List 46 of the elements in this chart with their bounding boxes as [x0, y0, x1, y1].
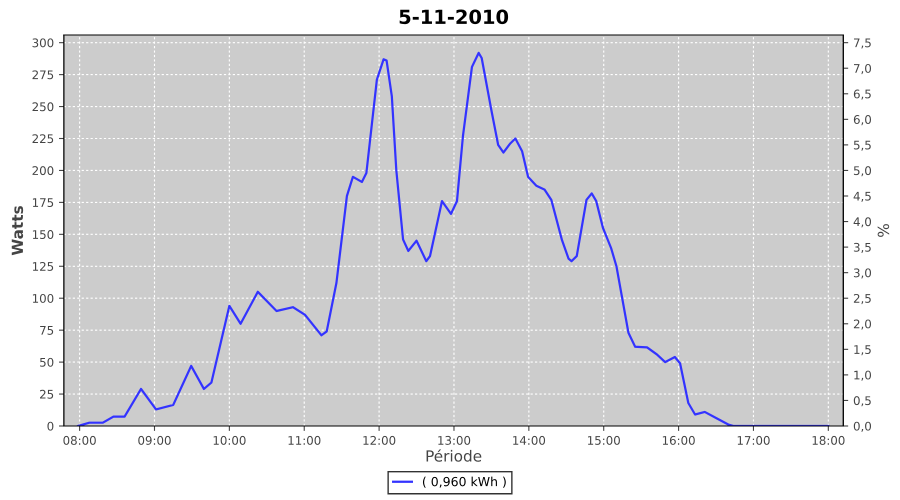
y-tick-label: 175 [32, 198, 54, 208]
y-tick-label: 150 [32, 230, 54, 239]
y-tick-label: 25 [40, 390, 54, 399]
y-tick-label: 75 [40, 326, 54, 335]
y-tick-label: 275 [32, 70, 54, 80]
y2-tick-label: 3,0 [854, 268, 872, 279]
x-tick-label: 12:00 [363, 436, 396, 445]
x-tick-label: 18:00 [812, 436, 845, 445]
y-tick-label: 0 [47, 422, 54, 431]
x-axis-title: Période [426, 449, 482, 462]
legend-label: ( 0,960 kWh ) [422, 476, 506, 488]
y-tick-label: 50 [40, 358, 54, 367]
y-tick-label: 250 [32, 102, 54, 112]
y-tick-label: 100 [32, 294, 54, 303]
x-tick-label: 17:00 [738, 436, 770, 445]
y2-tick-label: 4,5 [854, 192, 871, 202]
x-tick-label: 15:00 [588, 436, 620, 445]
x-tick-label: 14:00 [513, 436, 546, 445]
y2-tick-label: 1,5 [854, 345, 871, 356]
y2-tick-label: 0,5 [854, 396, 871, 406]
x-tick-label: 09:00 [138, 436, 171, 445]
y2-axis-title: % [878, 224, 890, 237]
y-tick-label: 200 [32, 166, 54, 176]
y2-tick-label: 6,0 [854, 115, 872, 126]
x-tick-label: 10:00 [214, 436, 246, 445]
x-tick-label: 08:00 [63, 436, 96, 445]
y2-tick-label: 2,0 [854, 320, 872, 330]
y2-tick-label: 7,0 [854, 64, 872, 74]
y2-tick-label: 3,5 [854, 242, 871, 253]
chart-title: 5-11-2010 [400, 9, 508, 24]
y2-tick-label: 5,5 [854, 140, 871, 151]
y2-tick-label: 2,5 [854, 294, 871, 304]
y-tick-label: 300 [32, 38, 54, 48]
y-axis-title: Watts [12, 206, 24, 256]
y2-tick-label: 4,0 [854, 217, 872, 228]
y-tick-label: 125 [32, 262, 54, 271]
line-series [77, 52, 830, 426]
x-tick-label: 13:00 [438, 436, 470, 445]
x-tick-label: 16:00 [662, 436, 695, 445]
y2-tick-label: 1,0 [854, 370, 872, 381]
y2-tick-label: 6,5 [854, 90, 871, 100]
y2-tick-label: 7,5 [854, 38, 871, 49]
y2-tick-label: 5,0 [854, 166, 872, 176]
x-tick-label: 11:00 [288, 436, 320, 445]
y2-tick-label: 0,0 [854, 422, 872, 432]
y-tick-label: 225 [32, 134, 54, 144]
